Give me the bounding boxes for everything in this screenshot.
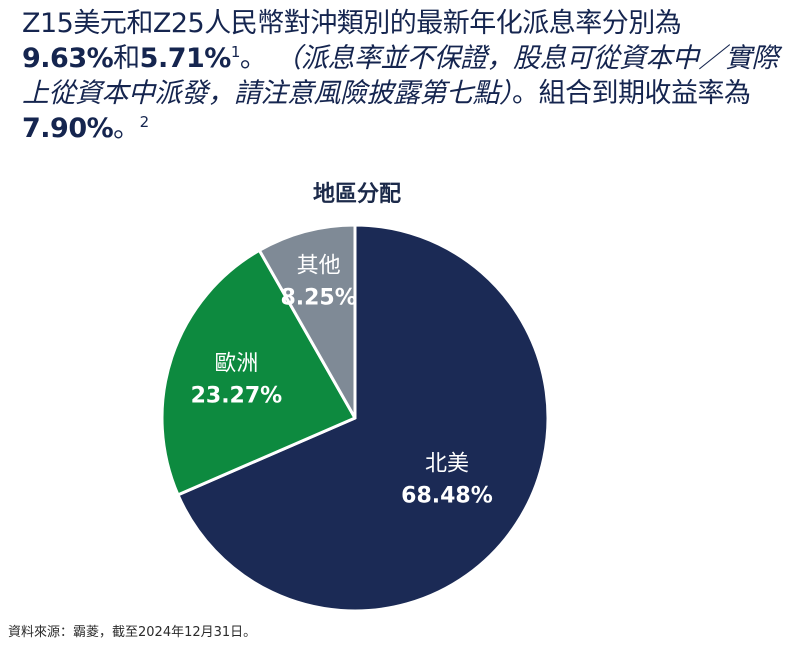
intro-paragraph: Z15美元和Z25人民幣對沖類別的最新年化派息率分別為 9.63%和5.71%1… [22,6,792,146]
intro-sep2: 。 [113,113,140,144]
intro-sep1: 。 [239,43,267,74]
slice-3 [257,223,357,420]
footnote-2: 2 [139,113,150,131]
slice-3-value: 8.25% [280,286,356,311]
slice-1 [176,223,550,613]
rate-z25: 5.71% [139,43,232,74]
slice-3-label: 其他 [297,254,341,279]
yield-to-maturity: 7.90% [22,113,114,144]
intro-line1: Z15美元和Z25人民幣對沖類別的最新年化派息率分別為 [22,8,682,39]
slice-2-label: 歐洲 [214,352,258,377]
rate-z15: 9.63% [22,43,114,74]
chart-title: 地區分配 [312,182,401,207]
footnote-1: 1 [230,43,241,61]
risk-note: （派息率並不保證，股息可從資本中／實際上從資本中派發，請注意風險披露第七點） [22,43,778,109]
intro-after-note: 。組合到期收益率為 [512,78,751,109]
slice-1-value: 68.48% [401,483,493,508]
source-note: 資料來源：霸菱，截至2024年12月31日。 [8,625,257,640]
intro-and: 和 [113,43,140,74]
slice-1-label: 北美 [425,451,469,476]
slice-2-value: 23.27% [191,384,283,409]
slice-2 [160,248,357,497]
